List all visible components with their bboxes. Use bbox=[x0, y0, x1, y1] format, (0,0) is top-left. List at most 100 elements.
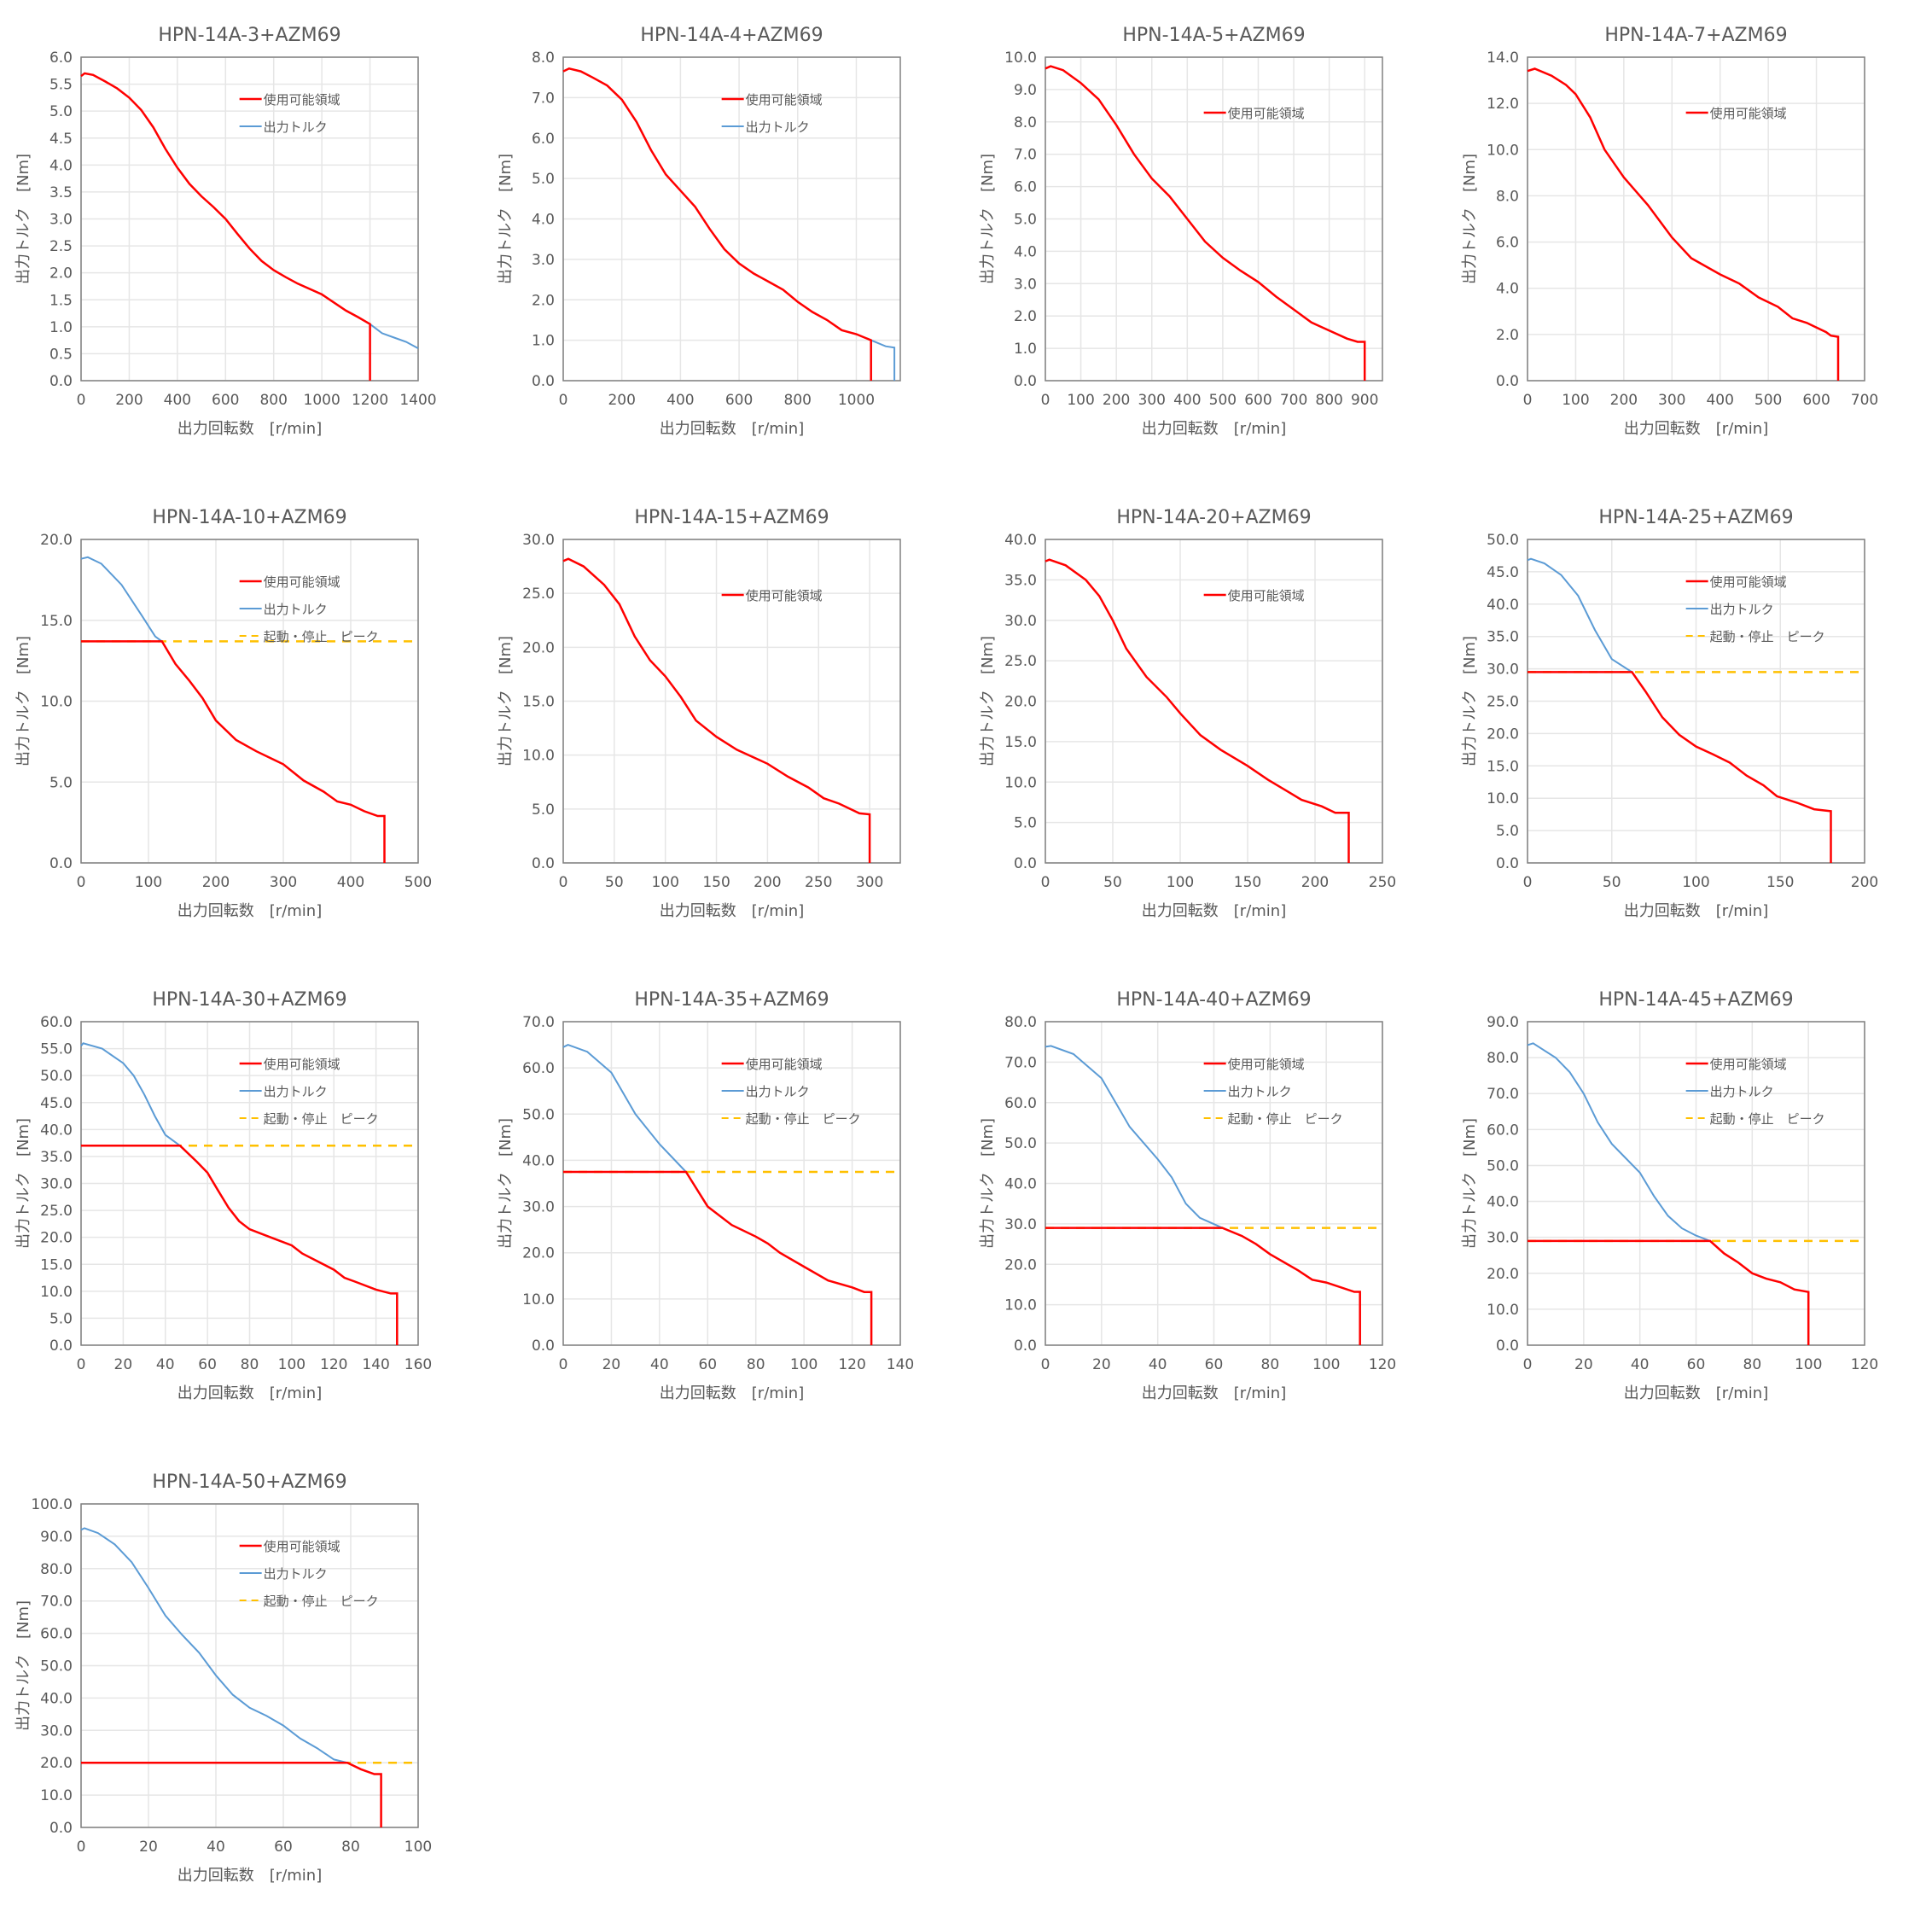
y-axis-label: 出力トルク [Nm] bbox=[1461, 1118, 1479, 1249]
x-tick-label: 120 bbox=[838, 1356, 865, 1373]
chart-panel: HPN-14A-25+AZM69 0.0 5.0 10.0 15.0 20.0 25.0 30… bbox=[1446, 482, 1929, 964]
legend-label-torque: 出力トルク bbox=[264, 1566, 328, 1582]
chart-title: HPN-14A-5+AZM69 bbox=[1122, 25, 1305, 46]
y-tick-label: 25.0 bbox=[40, 1203, 73, 1220]
y-axis-label: 出力トルク [Nm] bbox=[15, 1118, 32, 1249]
y-tick-label: 60.0 bbox=[40, 1014, 73, 1031]
y-tick-label: 8.0 bbox=[532, 50, 555, 67]
y-tick-label: 70.0 bbox=[1487, 1086, 1519, 1103]
chart-panel: HPN-14A-50+AZM69 0.0 10.0 20.0 30.0 40.0 50.0 6… bbox=[0, 1447, 482, 1929]
x-tick-label: 700 bbox=[1851, 392, 1878, 409]
x-axis-label: 出力回転数 [r/min] bbox=[177, 420, 322, 438]
legend-label-usable: 使用可能領域 bbox=[1228, 106, 1305, 121]
x-axis-label: 出力回転数 [r/min] bbox=[177, 1867, 322, 1885]
torque-line bbox=[80, 1042, 181, 1147]
chart-svg: HPN-14A-35+AZM69 0.0 10.0 20.0 30.0 40.0 50.0 6… bbox=[497, 989, 914, 1402]
chart-title: HPN-14A-3+AZM69 bbox=[158, 25, 340, 46]
y-tick-label: 10.0 bbox=[1487, 790, 1519, 807]
torque-line bbox=[1045, 1045, 1223, 1229]
y-tick-label: 4.0 bbox=[1014, 243, 1037, 260]
x-tick-label: 20 bbox=[139, 1839, 158, 1856]
y-tick-label: 30.0 bbox=[1004, 1216, 1037, 1233]
legend-label-usable: 使用可能領域 bbox=[1710, 1057, 1787, 1072]
legend-label-peak: 起動・停止 ピーク bbox=[746, 1111, 861, 1127]
chart-panel: HPN-14A-40+AZM69 0.0 10.0 20.0 30.0 40.0 50.0 6… bbox=[964, 964, 1446, 1447]
torque-line bbox=[562, 1044, 687, 1173]
y-axis-label: 出力トルク [Nm] bbox=[979, 154, 997, 284]
x-tick-label: 100 bbox=[1067, 392, 1094, 409]
y-tick-label: 5.0 bbox=[532, 801, 555, 819]
x-tick-label: 20 bbox=[1574, 1356, 1593, 1373]
y-tick-label: 2.0 bbox=[49, 265, 73, 283]
legend-label-usable: 使用可能領域 bbox=[1710, 106, 1787, 121]
x-tick-label: 80 bbox=[241, 1356, 259, 1373]
legend-label-torque: 出力トルク bbox=[1228, 1084, 1292, 1099]
y-tick-label: 25.0 bbox=[1004, 653, 1037, 670]
y-tick-label: 70.0 bbox=[1004, 1054, 1037, 1071]
x-tick-label: 0 bbox=[559, 874, 568, 891]
x-tick-label: 120 bbox=[1369, 1356, 1396, 1373]
x-tick-label: 60 bbox=[698, 1356, 717, 1373]
y-tick-label: 10.0 bbox=[1004, 1297, 1037, 1314]
chart-panel: HPN-14A-35+AZM69 0.0 10.0 20.0 30.0 40.0 50.0 6… bbox=[482, 964, 964, 1447]
x-tick-label: 700 bbox=[1280, 392, 1307, 409]
y-tick-label: 5.0 bbox=[49, 103, 73, 120]
x-tick-label: 100 bbox=[1682, 874, 1709, 891]
legend-label-usable: 使用可能領域 bbox=[264, 1539, 340, 1554]
chart-panel: HPN-14A-4+AZM69 0.0 1.0 2.0 3.0 4.0 5.0 6.0 7.0 8… bbox=[482, 0, 964, 482]
usable-region-line bbox=[1527, 67, 1840, 381]
y-tick-label: 7.0 bbox=[532, 90, 555, 107]
y-tick-label: 30.0 bbox=[522, 532, 555, 549]
y-tick-label: 20.0 bbox=[1487, 726, 1519, 743]
y-tick-label: 30.0 bbox=[40, 1176, 73, 1193]
x-tick-label: 900 bbox=[1351, 392, 1378, 409]
y-tick-label: 20.0 bbox=[522, 1245, 555, 1262]
chart-title: HPN-14A-40+AZM69 bbox=[1116, 989, 1311, 1011]
x-tick-label: 200 bbox=[1610, 392, 1638, 409]
x-tick-label: 150 bbox=[702, 874, 730, 891]
x-axis-label: 出力回転数 [r/min] bbox=[1142, 420, 1286, 438]
usable-region-line bbox=[563, 1170, 873, 1345]
x-tick-label: 500 bbox=[404, 874, 432, 891]
y-tick-label: 4.0 bbox=[1496, 281, 1519, 298]
x-tick-label: 0 bbox=[1523, 1356, 1533, 1373]
plot-area-border bbox=[1527, 1021, 1865, 1346]
x-axis-label: 出力回転数 [r/min] bbox=[1142, 1384, 1286, 1402]
y-tick-label: 9.0 bbox=[1014, 82, 1037, 99]
legend-label-usable: 使用可能領域 bbox=[746, 92, 823, 108]
chart-panel: HPN-14A-30+AZM69 0.0 5.0 10.0 15.0 20.0 25.0 30… bbox=[0, 964, 482, 1447]
x-tick-label: 160 bbox=[404, 1356, 432, 1373]
y-tick-label: 0.0 bbox=[532, 373, 555, 390]
x-tick-label: 0 bbox=[1041, 874, 1050, 891]
usable-region-line bbox=[1045, 1227, 1361, 1345]
y-tick-label: 4.5 bbox=[49, 131, 73, 148]
chart-title: HPN-14A-35+AZM69 bbox=[634, 989, 829, 1011]
y-tick-label: 15.0 bbox=[522, 694, 555, 711]
y-tick-label: 35.0 bbox=[40, 1149, 73, 1166]
y-tick-label: 3.0 bbox=[1014, 276, 1037, 293]
x-tick-label: 80 bbox=[341, 1839, 360, 1856]
y-tick-label: 0.0 bbox=[49, 855, 73, 872]
y-tick-label: 1.0 bbox=[532, 333, 555, 350]
x-tick-label: 120 bbox=[1851, 1356, 1878, 1373]
legend-label-torque: 出力トルク bbox=[746, 1084, 810, 1099]
y-axis-label: 出力トルク [Nm] bbox=[1461, 636, 1479, 766]
x-tick-label: 100 bbox=[1795, 1356, 1822, 1373]
y-axis-label: 出力トルク [Nm] bbox=[1461, 154, 1479, 284]
legend-label-peak: 起動・停止 ピーク bbox=[1710, 1111, 1825, 1127]
y-tick-label: 2.0 bbox=[1496, 327, 1519, 344]
x-tick-label: 1000 bbox=[838, 392, 875, 409]
y-tick-label: 90.0 bbox=[1487, 1014, 1519, 1031]
y-axis-label: 出力トルク [Nm] bbox=[15, 1600, 32, 1731]
y-tick-label: 80.0 bbox=[1487, 1050, 1519, 1067]
y-tick-label: 50.0 bbox=[40, 1068, 73, 1085]
x-tick-label: 60 bbox=[1205, 1356, 1224, 1373]
y-tick-label: 2.0 bbox=[1014, 308, 1037, 325]
y-tick-label: 20.0 bbox=[40, 1755, 73, 1772]
y-axis-label: 出力トルク [Nm] bbox=[15, 154, 32, 284]
x-tick-label: 0 bbox=[1041, 392, 1050, 409]
x-tick-label: 150 bbox=[1766, 874, 1794, 891]
usable-region-line bbox=[81, 1761, 382, 1827]
usable-region-line bbox=[80, 72, 371, 381]
legend-label-usable: 使用可能領域 bbox=[1228, 588, 1305, 603]
